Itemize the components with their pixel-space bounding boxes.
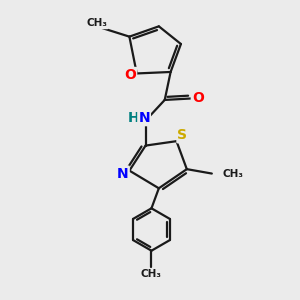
Text: S: S [177,128,188,142]
Text: O: O [192,92,204,106]
Text: CH₃: CH₃ [141,269,162,279]
Text: N: N [117,167,129,181]
Text: O: O [124,68,136,82]
Text: N: N [138,111,150,125]
Text: CH₃: CH₃ [86,18,107,28]
Text: CH₃: CH₃ [222,169,243,178]
Text: H: H [128,111,139,125]
